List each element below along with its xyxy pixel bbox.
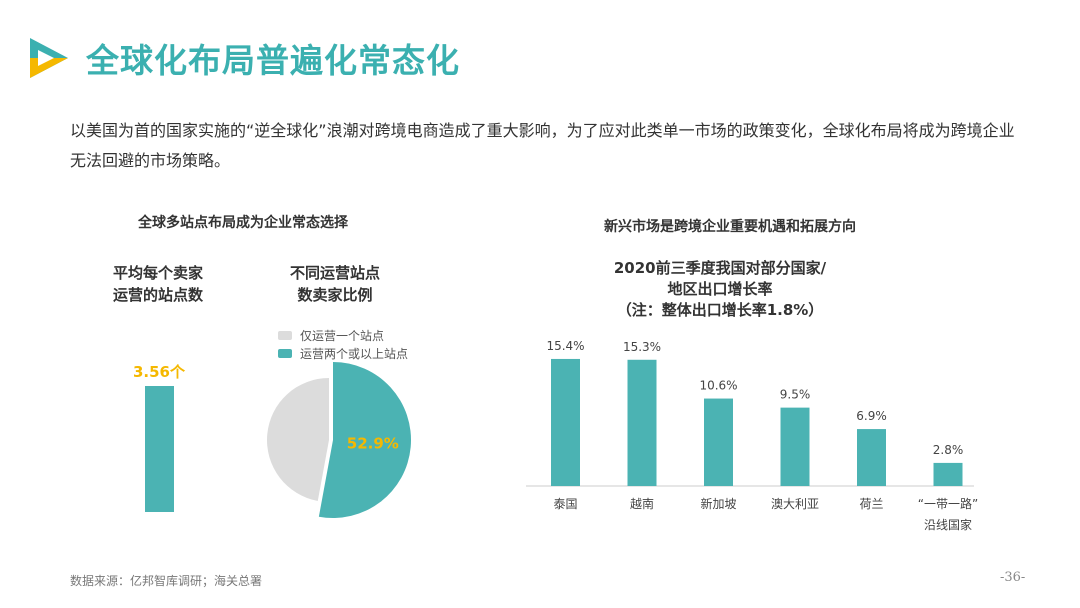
bar-0	[551, 358, 580, 486]
legend-label-single: 仅运营一个站点	[300, 328, 385, 343]
legend-swatch-multi	[278, 348, 292, 358]
bar-2	[704, 398, 733, 486]
page-number: -36-	[1000, 570, 1026, 585]
pie-slice-multi-site	[318, 362, 412, 518]
intro-paragraph: 以美国为首的国家实施的“逆全球化”浪潮对跨境电商造成了重大影响，为了应对此类单一…	[70, 121, 1015, 170]
bar-data-label-2: 10.6%	[699, 379, 737, 393]
bar-data-label-1: 15.3%	[623, 340, 661, 354]
bar-3	[780, 407, 810, 486]
avg-sites-value-label: 3.56个	[132, 363, 185, 381]
bar-data-label-3: 9.5%	[780, 388, 811, 402]
seller-ratio-pie-chart: 52.9%	[267, 362, 412, 518]
bar-data-label-4: 6.9%	[856, 409, 887, 423]
x-tick-label-5-1: 沿线国家	[924, 517, 972, 532]
x-tick-label-0-0: 泰国	[553, 497, 577, 511]
bar-5	[933, 462, 963, 486]
seller-ratio-title: 不同运营站点 数卖家比例	[280, 262, 390, 306]
bar-1	[627, 359, 657, 486]
pie-legend: 仅运营一个站点 运营两个或以上站点	[278, 326, 408, 362]
legend-label-multi: 运营两个或以上站点	[300, 346, 409, 361]
pie-data-label-multi-site: 52.9%	[347, 435, 399, 453]
export-growth-bar-chart: 15.4% 泰国 15.3% 越南 10.6% 新加坡 9.5% 澳大利亚 6.9% 荷兰 2.8%…	[526, 339, 978, 532]
data-source-note: 数据来源：亿邦智库调研；海关总署	[70, 574, 263, 588]
right-section-title: 新兴市场是跨境企业重要机遇和拓展方向	[604, 219, 856, 235]
x-tick-label-3-0: 澳大利亚	[771, 497, 819, 511]
bar-4	[857, 429, 886, 486]
export-chart-title-line2: 地区出口增长率	[667, 280, 773, 298]
x-tick-label-2-0: 新加坡	[700, 496, 736, 511]
avg-sites-title-line2: 运营的站点数	[112, 286, 203, 304]
x-tick-label-5-0: “一带一路”	[918, 496, 978, 511]
export-growth-chart-title: 2020前三季度我国对部分国家/ 地区出口增长率 （注：整体出口增长率1.8%）	[560, 258, 880, 321]
seller-ratio-title-line1: 不同运营站点	[289, 264, 380, 282]
legend-item-multi-site: 运营两个或以上站点	[278, 344, 408, 362]
legend-swatch-single	[278, 330, 292, 340]
brand-logo-icon	[30, 38, 68, 78]
x-tick-label-4-0: 荷兰	[859, 497, 883, 511]
left-section-title: 全球多站点布局成为企业常态选择	[138, 215, 348, 231]
export-chart-title-line3: （注：整体出口增长率1.8%）	[616, 301, 824, 319]
bar-data-label-5: 2.8%	[933, 443, 964, 457]
avg-sites-title: 平均每个卖家 运营的站点数	[96, 262, 220, 306]
avg-sites-title-line1: 平均每个卖家	[112, 264, 203, 282]
page-title: 全球化布局普遍化常态化	[86, 41, 460, 80]
x-tick-label-1-0: 越南	[630, 496, 654, 511]
pie-slice-single-site	[267, 378, 329, 501]
bar-data-label-0: 15.4%	[546, 339, 584, 353]
seller-ratio-title-line2: 数卖家比例	[297, 286, 373, 304]
export-chart-title-line1: 2020前三季度我国对部分国家/	[613, 259, 827, 277]
legend-item-single-site: 仅运营一个站点	[278, 326, 408, 344]
avg-sites-bar	[145, 386, 174, 512]
